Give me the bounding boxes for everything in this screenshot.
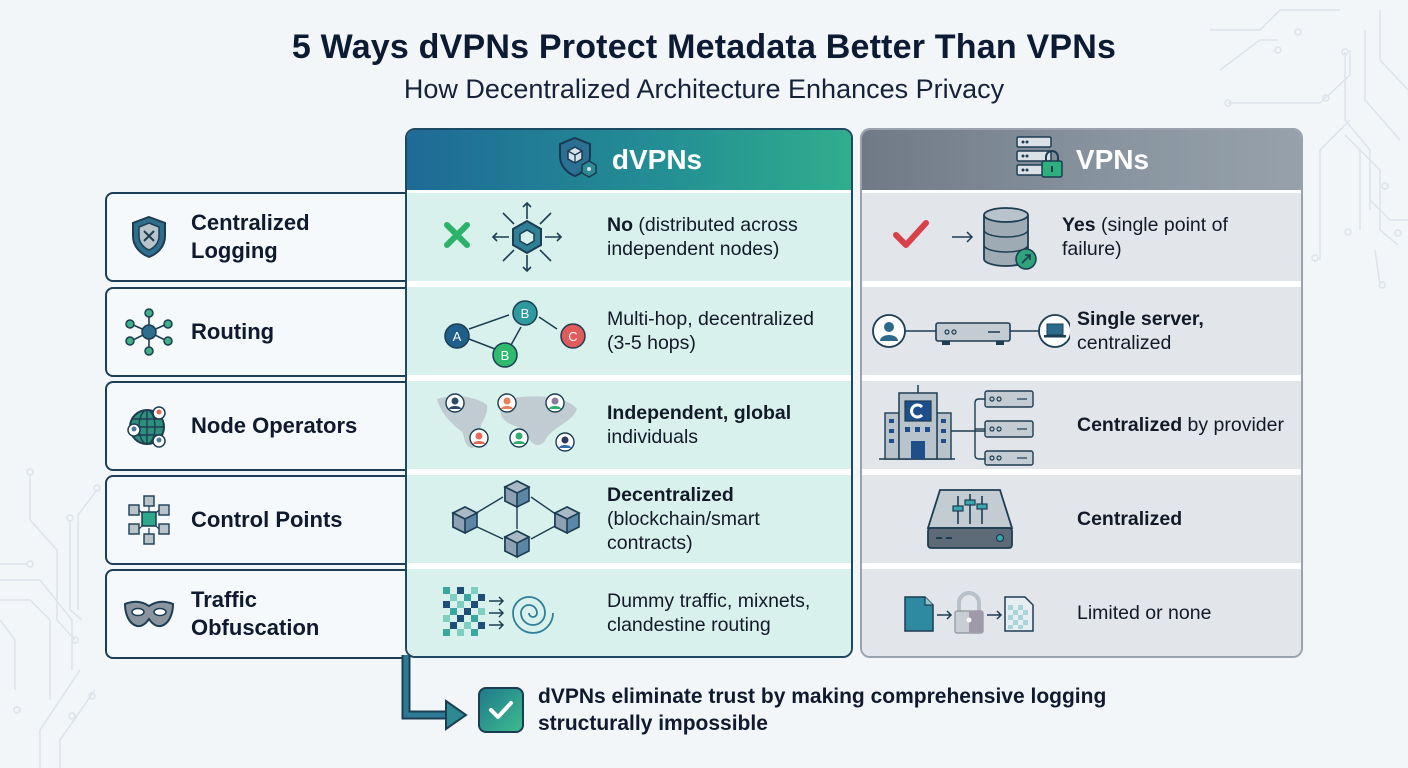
world-map-users-icon: [407, 381, 607, 469]
multi-hop-abc-icon: A B B C: [407, 287, 607, 375]
dvpn-column-title: dVPNs: [611, 144, 703, 175]
row-label-text: Traffic Obfuscation: [191, 587, 320, 640]
mask-icon: [107, 598, 191, 630]
dvpn-cell-node-operators: Independent, global individuals: [407, 381, 851, 469]
row-label-centralized-logging: Centralized Logging: [105, 192, 407, 282]
cube-network-icon: [107, 494, 191, 546]
checkbox-check-icon: [478, 687, 524, 733]
circuit-background-left: [0, 468, 101, 768]
row-label-traffic-obfuscation: Traffic Obfuscation: [105, 569, 407, 659]
red-check-database-icon: [862, 193, 1062, 281]
vpn-cell-text: Limited or none: [1077, 602, 1212, 624]
page-subtitle: How Decentralized Architecture Enhances …: [403, 74, 1005, 104]
vpn-column: VPNs Yes (single point of failure) Singl…: [860, 128, 1303, 658]
dvpn-cell-centralized-logging: No (distributed across independent nodes…: [407, 193, 851, 281]
user-server-laptop-icon: [862, 287, 1077, 375]
globe-users-icon: [107, 402, 191, 450]
control-panel-icon: [862, 475, 1077, 563]
conclusion-text: dVPNs eliminate trust by making comprehe…: [538, 685, 1107, 735]
vpn-cell-text: Centralized by provider: [1077, 414, 1284, 436]
vpn-cell-text: Centralized: [1077, 508, 1183, 530]
svg-text:A: A: [453, 329, 462, 344]
dvpn-cell-text: No (distributed across independent nodes…: [607, 214, 798, 260]
vpn-cell-node-operators: Centralized by provider: [862, 381, 1301, 469]
building-servers-icon: [862, 381, 1077, 469]
server-lock-icon: [1014, 134, 1064, 187]
network-hub-icon: [107, 308, 191, 356]
page-title: 5 Ways dVPNs Protect Metadata Better Tha…: [291, 28, 1117, 66]
dvpn-cell-control-points: Decentralized (blockchain/smart contract…: [407, 475, 851, 563]
conclusion-arrow-icon: [401, 655, 468, 731]
row-label-node-operators: Node Operators: [105, 381, 407, 471]
svg-text:B: B: [521, 306, 530, 321]
row-label-text: Node Operators: [191, 413, 358, 438]
dvpn-cell-text: Independent, global individuals: [607, 402, 792, 448]
vpn-cell-centralized-logging: Yes (single point of failure): [862, 193, 1301, 281]
dvpn-column-header: dVPNs: [407, 130, 851, 190]
dvpn-cell-text: Decentralized (blockchain/smart contract…: [607, 484, 760, 554]
row-label-text: Routing: [191, 319, 275, 344]
dvpn-cell-routing: A B B C Multi-hop, decentralized (3-5 hops): [407, 287, 851, 375]
vpn-cell-text: Yes (single point of failure): [1062, 214, 1228, 260]
green-x-distributed-node-icon: [407, 193, 607, 281]
file-lock-file-icon: [862, 569, 1077, 656]
dvpn-cell-text: Dummy traffic, mixnets, clandestine rout…: [607, 590, 811, 636]
vpn-column-header: VPNs: [862, 130, 1301, 190]
row-label-control-points: Control Points: [105, 475, 407, 565]
vpn-column-title: VPNs: [1075, 144, 1150, 175]
svg-text:C: C: [568, 329, 577, 344]
svg-text:B: B: [501, 348, 510, 363]
vpn-cell-routing: Single server, centralized: [862, 287, 1301, 375]
shield-x-icon: [107, 214, 191, 260]
pixel-mix-spiral-icon: [407, 569, 607, 656]
vpn-cell-text: Single server, centralized: [1077, 308, 1204, 354]
shield-blockchain-icon: [556, 135, 600, 186]
row-label-text: Control Points: [191, 507, 343, 532]
row-label-text: Centralized Logging: [191, 210, 310, 263]
dvpn-cell-text: Multi-hop, decentralized (3-5 hops): [607, 308, 815, 354]
vpn-cell-control-points: Centralized: [862, 475, 1301, 563]
blockchain-cubes-icon: [407, 475, 607, 563]
row-label-routing: Routing: [105, 287, 407, 377]
conclusion-callout: dVPNs eliminate trust by making comprehe…: [478, 683, 1106, 737]
vpn-cell-traffic-obfuscation: Limited or none: [862, 569, 1301, 656]
dvpn-column: dVPNs No (distributed across independent…: [405, 128, 853, 658]
dvpn-cell-traffic-obfuscation: Dummy traffic, mixnets, clandestine rout…: [407, 569, 851, 656]
